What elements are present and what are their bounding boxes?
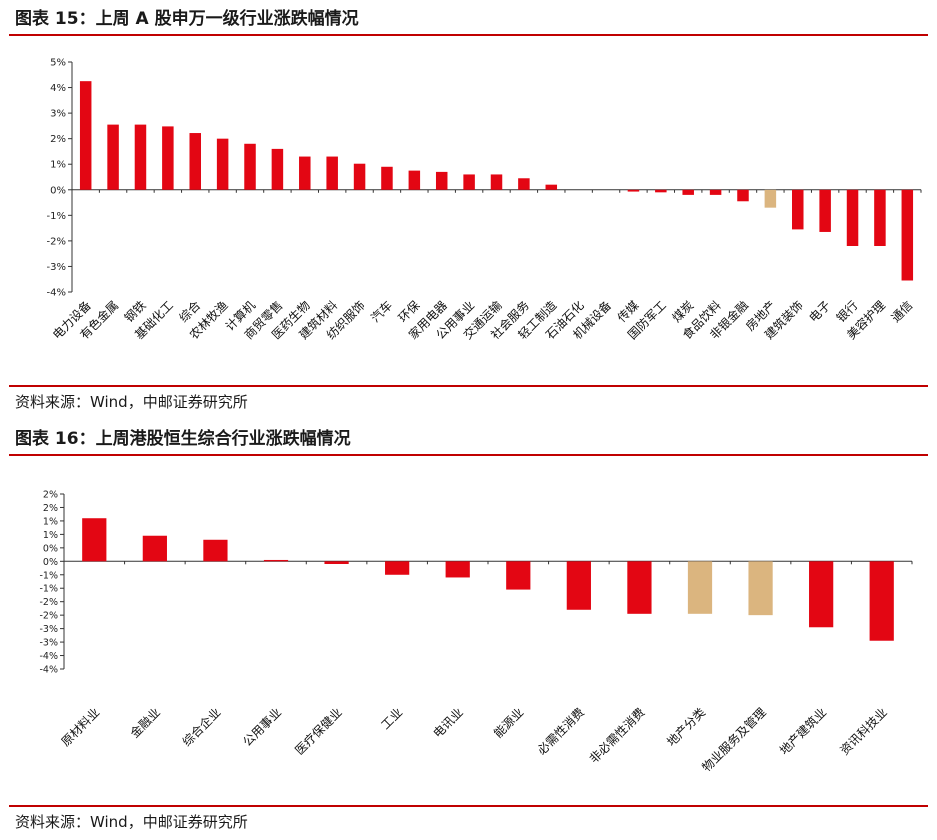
y-tick-label: 0% <box>43 543 58 554</box>
y-tick-label: 1% <box>43 530 58 541</box>
bar-轻工制造 <box>545 184 558 190</box>
bar-工业 <box>385 561 410 575</box>
x-category-label: 地产建筑业 <box>776 705 829 758</box>
y-tick-label: 2% <box>43 503 58 514</box>
y-tick-label: -2% <box>40 597 59 608</box>
y-tick-label: 1% <box>50 160 66 171</box>
x-category-label: 必需性消费 <box>535 705 587 757</box>
x-category-label: 公用事业 <box>240 705 284 749</box>
x-category-label: 工业 <box>378 705 405 732</box>
bar-建筑装饰 <box>792 189 804 230</box>
y-tick-label: 0% <box>43 557 58 568</box>
bar-综合企业 <box>203 539 228 562</box>
bar-非必需性消费 <box>627 561 652 614</box>
bar-农林牧渔 <box>216 138 229 190</box>
bar-社会服务 <box>518 178 530 190</box>
y-tick-label: 0% <box>50 185 66 196</box>
bar-医疗保健业 <box>324 561 349 564</box>
x-category-label: 电讯业 <box>430 705 465 740</box>
chart-hk-industry: 2% 2% 1% 1% 0% 0% -1% -1% -2% -2% -3% -3% -4% -4% 原材料业… <box>40 490 913 775</box>
bar-汽车 <box>381 166 393 190</box>
y-tick-label: -1% <box>47 211 66 222</box>
bar-家用电器 <box>435 171 448 190</box>
y-tick-label: -3% <box>47 262 66 273</box>
bar-交通运输 <box>490 174 503 190</box>
figure-16: 图表 16：上周港股恒生综合行业涨跌幅情况 2% 2% 1% 1% 0% 0% -1% -1%… <box>9 422 928 840</box>
figure-15-source: 资料来源：Wind，中邮证券研究所 <box>9 385 928 415</box>
figure-15: 图表 15：上周 A 股申万一级行业涨跌幅情况 5% 4% 3% 2% 1% 0% -1% -… <box>9 2 928 420</box>
bar-环保 <box>408 170 421 190</box>
bar-非银金融 <box>737 189 749 202</box>
y-tick-label: -2% <box>47 236 66 247</box>
bar-资讯科技业 <box>869 561 894 641</box>
y-tick-label: -3% <box>40 638 59 649</box>
y-tick-label: 2% <box>43 490 58 501</box>
x-category-label: 能源业 <box>491 705 526 740</box>
bar-公用事业 <box>463 174 475 190</box>
y-tick-label: 1% <box>43 516 58 527</box>
x-category-label: 物业服务及管理 <box>699 705 769 775</box>
y-tick-label: -1% <box>40 584 59 595</box>
bar-商贸零售 <box>271 148 284 190</box>
bar-原材料业 <box>82 518 107 562</box>
y-tick-label: -4% <box>40 665 59 676</box>
bar-地产建筑业 <box>809 561 834 628</box>
x-category-label: 综合企业 <box>179 705 224 750</box>
y-tick-label: -4% <box>47 288 66 299</box>
figure-16-source: 资料来源：Wind，中邮证券研究所 <box>9 805 928 835</box>
bar-能源业 <box>506 561 531 590</box>
x-category-label: 地产分类 <box>664 705 708 749</box>
y-tick-label: 2% <box>50 134 66 145</box>
bar-医药生物 <box>299 156 311 190</box>
bar-计算机 <box>244 143 256 190</box>
x-category-label: 汽车 <box>367 298 395 326</box>
bar-传媒 <box>627 189 640 192</box>
bar-电子 <box>819 189 831 232</box>
y-tick-label: -4% <box>40 651 59 662</box>
bar-国防军工 <box>655 189 667 193</box>
bar-钢铁 <box>134 124 147 190</box>
y-tick-label: 5% <box>50 58 66 69</box>
bar-物业服务及管理 <box>748 561 773 616</box>
x-category-label: 非必需性消费 <box>587 705 648 766</box>
bar-有色金属 <box>107 124 119 190</box>
y-tick-label: 3% <box>50 109 66 120</box>
x-category-label: 原材料业 <box>59 705 103 749</box>
bar-电讯业 <box>445 561 470 578</box>
bar-建筑材料 <box>326 156 338 190</box>
x-category-label: 通信 <box>889 298 916 325</box>
y-tick-label: -2% <box>40 611 59 622</box>
bar-地产分类 <box>687 561 713 614</box>
bar-基础化工 <box>162 126 174 190</box>
x-category-label: 医疗保健业 <box>292 705 344 757</box>
bar-金融业 <box>142 535 167 562</box>
bar-综合 <box>189 133 201 190</box>
bar-纺织服饰 <box>353 163 366 190</box>
x-category-label: 电子 <box>806 298 833 325</box>
y-tick-label: -1% <box>40 570 59 581</box>
bar-必需性消费 <box>566 561 591 610</box>
y-tick-label: 4% <box>50 83 66 94</box>
figure-16-title: 图表 16：上周港股恒生综合行业涨跌幅情况 <box>9 422 928 456</box>
bar-房地产 <box>764 189 777 208</box>
bar-银行 <box>846 189 859 246</box>
x-category-label: 资讯科技业 <box>837 705 889 757</box>
figure-15-title: 图表 15：上周 A 股申万一级行业涨跌幅情况 <box>9 2 928 36</box>
x-category-label: 金融业 <box>127 705 163 741</box>
y-tick-label: -3% <box>40 624 59 635</box>
bar-美容护理 <box>874 189 886 246</box>
bar-食品饮料 <box>709 189 722 195</box>
bar-公用事业 <box>263 559 289 562</box>
bar-电力设备 <box>79 81 92 190</box>
bar-通信 <box>901 189 914 281</box>
bar-煤炭 <box>682 189 694 195</box>
